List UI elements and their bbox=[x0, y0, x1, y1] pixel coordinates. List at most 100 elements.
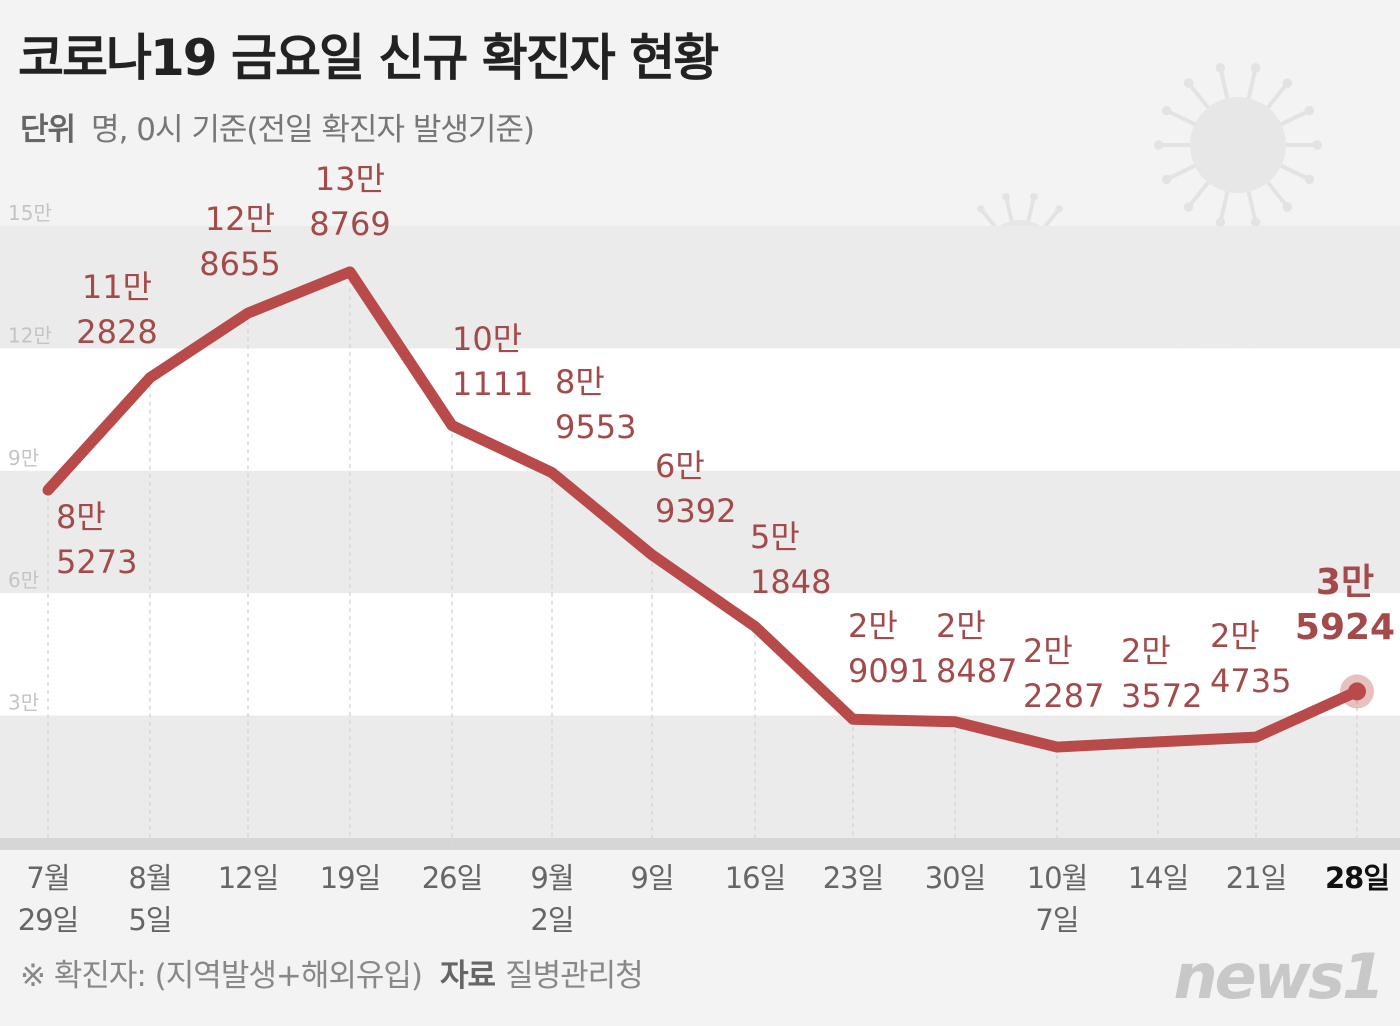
x-tick-label: 12일 bbox=[218, 861, 279, 895]
x-tick-label: 19일 bbox=[320, 861, 381, 895]
y-tick-label: 6만 bbox=[8, 568, 39, 592]
data-label: 2만 bbox=[848, 607, 898, 645]
virus-spike bbox=[1188, 83, 1210, 109]
virus-spike bbox=[980, 209, 998, 230]
virus-spike-tip bbox=[1161, 105, 1172, 116]
data-label: 8만 bbox=[555, 363, 605, 401]
virus-spike bbox=[1246, 191, 1258, 221]
virus-spike bbox=[1280, 109, 1309, 126]
virus-spike bbox=[1188, 181, 1210, 207]
data-label: 3572 bbox=[1121, 677, 1202, 715]
data-label: 9091 bbox=[848, 652, 929, 690]
x-tick-label: 7일 bbox=[1035, 903, 1078, 937]
data-label: 9392 bbox=[655, 492, 736, 530]
x-tick-label: 23일 bbox=[823, 861, 884, 895]
data-label: 5273 bbox=[56, 543, 137, 581]
x-tick-label: 7월 bbox=[26, 861, 69, 895]
virus-spike-tip bbox=[1215, 217, 1226, 228]
data-label: 10만 bbox=[452, 320, 522, 358]
data-label: 2828 bbox=[76, 313, 157, 351]
virus-spike-tip bbox=[1161, 174, 1172, 185]
grid-band bbox=[0, 470, 1400, 594]
virus-spike bbox=[1266, 83, 1288, 109]
x-tick-label: 2일 bbox=[530, 903, 573, 937]
data-label: 5만 bbox=[750, 518, 800, 556]
virus-spike-tip bbox=[977, 205, 985, 213]
x-tick-label: 8월 bbox=[128, 861, 171, 895]
virus-spike bbox=[1167, 109, 1196, 126]
grid-band bbox=[0, 348, 1400, 471]
virus-spike-tip bbox=[1154, 140, 1164, 150]
x-tick-label: 9일 bbox=[630, 861, 673, 895]
data-label: 2만 bbox=[1210, 617, 1260, 655]
footnote: ※ 확진자: (지역발생+해외유입) bbox=[20, 958, 423, 994]
data-label: 3만 bbox=[1316, 562, 1374, 603]
virus-spike bbox=[1026, 198, 1036, 222]
data-label: 8769 bbox=[309, 205, 390, 243]
virus-spike bbox=[1167, 164, 1196, 181]
grid-band bbox=[0, 593, 1400, 716]
y-tick-label: 9만 bbox=[8, 446, 39, 470]
x-tick-label: 14일 bbox=[1128, 861, 1189, 895]
x-tick-label: 30일 bbox=[925, 861, 986, 895]
unit-text: 명, 0시 기준(전일 확진자 발생기준) bbox=[91, 112, 535, 148]
virus-spike-tip bbox=[1304, 174, 1315, 185]
y-tick-label: 12만 bbox=[8, 323, 52, 347]
y-tick-label: 3만 bbox=[8, 691, 39, 715]
data-label: 6만 bbox=[655, 447, 705, 485]
footnote-row: ※ 확진자: (지역발생+해외유입) 자료 질병관리청 bbox=[20, 950, 644, 995]
x-tick-label: 21일 bbox=[1226, 861, 1287, 895]
series-line bbox=[42, 266, 1363, 753]
chart-title: 코로나19 금요일 신규 확진자 현황 bbox=[18, 29, 719, 87]
data-label: 1848 bbox=[750, 563, 831, 601]
x-tick-label: 16일 bbox=[725, 861, 786, 895]
data-label: 11만 bbox=[82, 268, 152, 306]
data-label: 8655 bbox=[199, 245, 280, 283]
virus-spike-tip bbox=[1030, 193, 1038, 201]
data-label: 1111 bbox=[452, 365, 533, 403]
x-tick-label: 29일 bbox=[18, 903, 79, 937]
x-axis-bar bbox=[0, 838, 1400, 850]
virus-body bbox=[1190, 97, 1286, 193]
virus-spike bbox=[1004, 198, 1014, 222]
virus-spike bbox=[1246, 69, 1258, 99]
virus-spike-tip bbox=[1250, 62, 1261, 73]
virus-spike bbox=[1042, 209, 1060, 230]
grid-band bbox=[0, 715, 1400, 838]
data-label: 2287 bbox=[1023, 677, 1104, 715]
virus-spike-tip bbox=[1183, 78, 1194, 88]
virus-spike-tip bbox=[1183, 202, 1194, 212]
source-label: 자료 bbox=[440, 958, 496, 994]
x-tick-label: 28일 bbox=[1325, 861, 1389, 895]
virus-spike-tip bbox=[1282, 202, 1293, 212]
x-tick-label: 26일 bbox=[422, 861, 483, 895]
data-point-highlight bbox=[1348, 682, 1366, 701]
virus-spike-tip bbox=[1304, 105, 1315, 116]
virus-spike-tip bbox=[1055, 205, 1063, 213]
data-label: 9553 bbox=[555, 408, 636, 446]
unit-note: 단위 명, 0시 기준(전일 확진자 발생기준) bbox=[20, 104, 535, 149]
virus-spike-tip bbox=[1215, 62, 1226, 73]
data-label: 8만 bbox=[56, 498, 106, 536]
virus-spike-tip bbox=[1250, 217, 1261, 228]
virus-spike bbox=[1218, 191, 1230, 221]
data-label: 12만 bbox=[205, 200, 275, 238]
virus-spike bbox=[1280, 164, 1309, 181]
news1-logo: news1 bbox=[1173, 940, 1385, 1013]
data-label: 5924 bbox=[1295, 607, 1395, 648]
data-label: 8487 bbox=[936, 652, 1017, 690]
virus-icon bbox=[1154, 62, 1322, 228]
virus-spike-tip bbox=[1312, 140, 1322, 150]
x-tick-label: 10월 bbox=[1027, 861, 1088, 895]
data-label: 2만 bbox=[1023, 632, 1073, 670]
x-tick-label: 9월 bbox=[530, 861, 573, 895]
unit-label: 단위 bbox=[20, 112, 76, 148]
virus-spike-tip bbox=[1282, 78, 1293, 88]
y-tick-label: 15만 bbox=[8, 201, 52, 225]
x-tick-label: 5일 bbox=[128, 903, 171, 937]
virus-spike-tip bbox=[1002, 193, 1010, 201]
virus-spike bbox=[1266, 181, 1288, 207]
virus-spike bbox=[1218, 69, 1230, 99]
data-label: 4735 bbox=[1210, 662, 1291, 700]
